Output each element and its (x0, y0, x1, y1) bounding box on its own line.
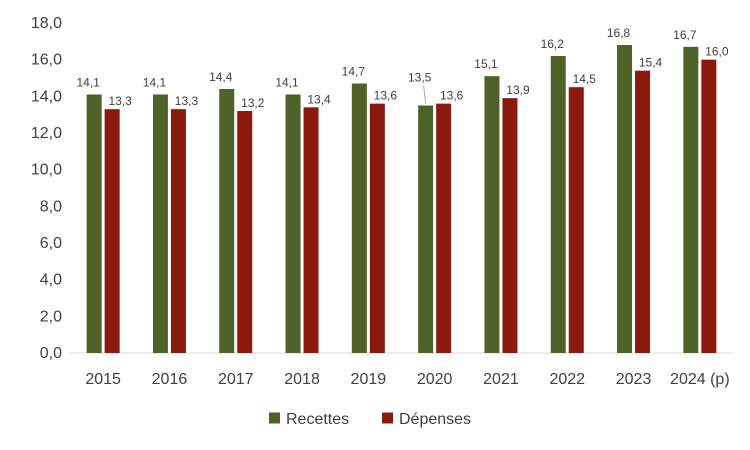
data-label-depenses: 13,6 (374, 89, 398, 103)
bar-depenses (303, 107, 319, 353)
data-label-depenses: 13,2 (241, 96, 265, 110)
legend: Recettes Dépenses (269, 411, 471, 428)
data-label-depenses: 16,0 (705, 45, 729, 59)
bar-recettes (683, 46, 699, 353)
x-tick-label: 2024 (p) (670, 371, 730, 388)
bar-recettes (484, 76, 500, 354)
data-label-depenses: 14,5 (573, 72, 597, 86)
bar-recettes (351, 83, 367, 353)
data-label-recettes: 13,5 (408, 71, 432, 85)
x-tick-label: 2017 (218, 371, 254, 388)
data-label-recettes: 16,2 (541, 37, 565, 51)
bar-recettes (152, 94, 168, 353)
bar-depenses (237, 111, 253, 353)
y-axis: 0,0 2,0 4,0 6,0 8,0 10,0 12,0 14,0 16,0 18,0 (31, 15, 62, 362)
bar-depenses (568, 87, 584, 354)
y-tick-label: 16,0 (31, 52, 62, 69)
x-tick-label: 2016 (152, 371, 188, 388)
y-tick-label: 8,0 (40, 198, 62, 215)
bar-recettes (617, 45, 633, 353)
x-tick-label: 2018 (284, 371, 320, 388)
x-tick-label: 2022 (549, 371, 585, 388)
data-label-depenses: 13,3 (175, 94, 199, 108)
data-label-recettes: 14,4 (209, 70, 233, 84)
bars (86, 45, 717, 354)
x-tick-label: 2015 (85, 371, 121, 388)
bar-depenses (701, 59, 717, 354)
legend-swatch-depenses (382, 412, 393, 424)
label-leader-line (423, 85, 427, 104)
y-tick-label: 10,0 (31, 162, 62, 179)
data-labels: 14,1 13,3 14,1 13,3 14,4 13,2 14,1 13,4 14,7 13,6… (76, 26, 728, 110)
y-tick-label: 0,0 (40, 345, 62, 362)
bar-recettes (285, 94, 301, 353)
data-label-depenses: 13,3 (108, 94, 132, 108)
y-tick-label: 4,0 (40, 272, 62, 289)
x-tick-label: 2019 (351, 371, 387, 388)
y-tick-label: 18,0 (31, 15, 62, 32)
data-label-recettes: 16,7 (673, 28, 697, 42)
bar-depenses (104, 109, 120, 354)
y-tick-label: 14,0 (31, 88, 62, 105)
y-tick-label: 2,0 (40, 308, 62, 325)
bar-recettes (418, 105, 434, 353)
x-tick-label: 2021 (483, 371, 519, 388)
bar-depenses (170, 109, 186, 354)
data-label-recettes: 16,8 (607, 26, 631, 40)
y-tick-label: 12,0 (31, 125, 62, 142)
data-label-recettes: 15,1 (474, 57, 498, 71)
legend-label-recettes: Recettes (286, 411, 349, 428)
bar-depenses (502, 98, 518, 354)
bar-recettes (550, 56, 566, 353)
data-label-depenses: 13,6 (440, 89, 464, 103)
data-label-recettes: 14,1 (143, 76, 167, 90)
legend-swatch-recettes (269, 412, 280, 424)
bar-recettes (219, 89, 235, 353)
x-tick-label: 2023 (616, 371, 652, 388)
data-label-recettes: 14,7 (342, 65, 366, 79)
data-label-depenses: 13,4 (307, 92, 331, 106)
bar-depenses (635, 70, 651, 354)
legend-label-depenses: Dépenses (399, 411, 471, 428)
data-label-depenses: 15,4 (639, 56, 663, 70)
x-axis: 2015 2016 2017 2018 2019 2020 2021 2022 2023 2024… (70, 352, 733, 388)
x-tick-label: 2020 (417, 371, 453, 388)
bar-recettes (86, 94, 102, 353)
bar-depenses (436, 103, 452, 354)
data-label-depenses: 13,9 (506, 83, 530, 97)
y-tick-label: 6,0 (40, 235, 62, 252)
data-label-recettes: 14,1 (275, 76, 299, 90)
data-label-recettes: 14,1 (76, 76, 100, 90)
bar-depenses (369, 103, 385, 354)
